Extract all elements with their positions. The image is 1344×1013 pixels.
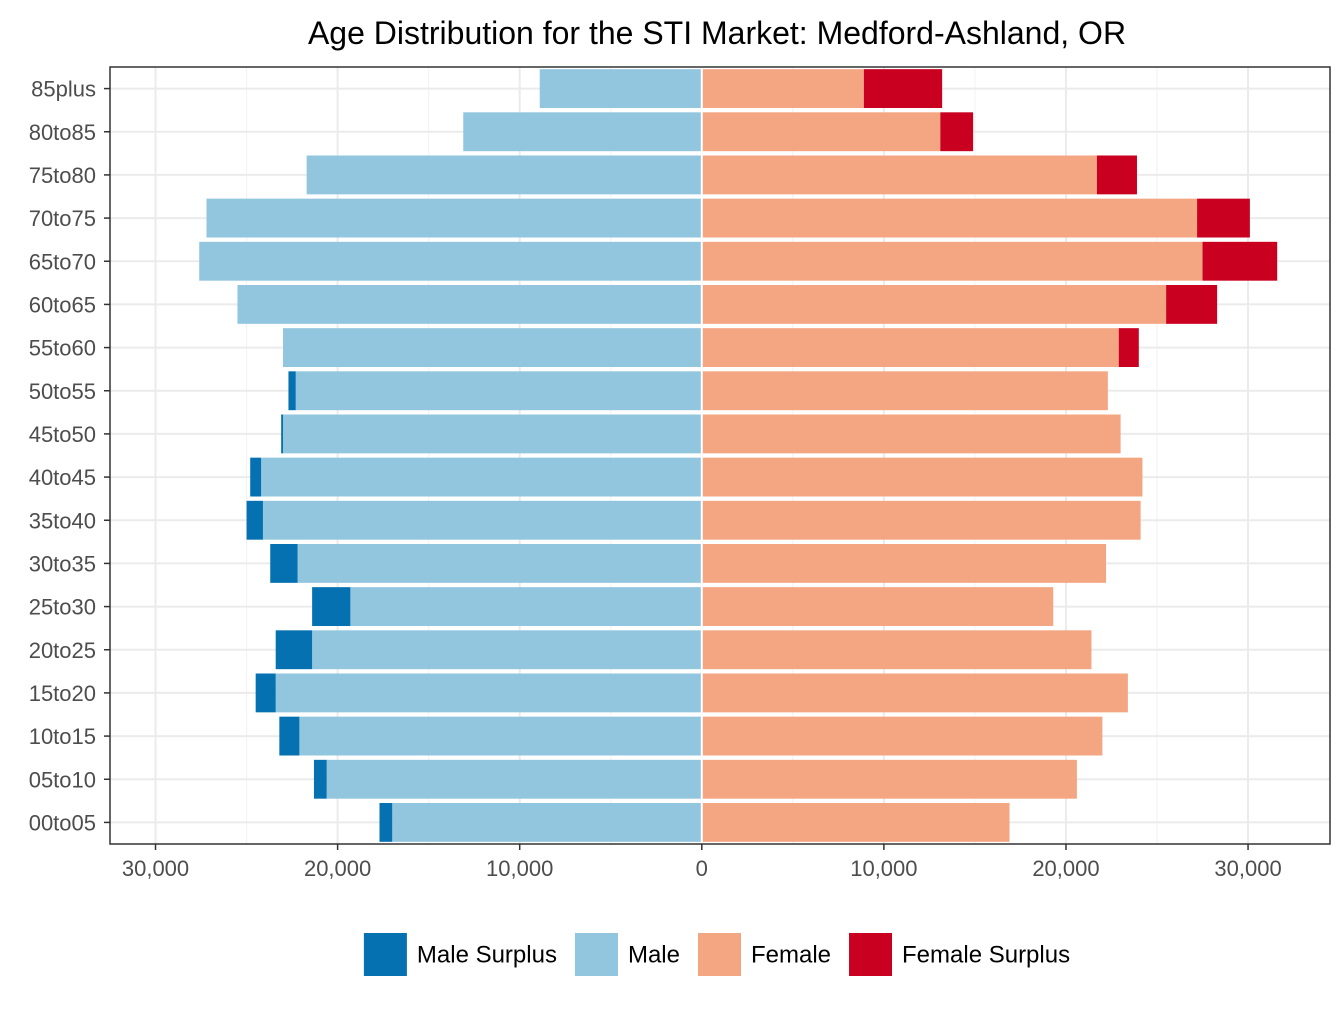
legend-label: Female Surplus bbox=[902, 942, 1070, 969]
bar-female-70to75 bbox=[701, 198, 1198, 238]
bar-female-45to50 bbox=[701, 414, 1121, 454]
x-tick-label: 20,000 bbox=[1032, 856, 1099, 881]
bar-male-surplus-20to25 bbox=[275, 630, 313, 670]
y-tick-label: 40to45 bbox=[29, 465, 96, 490]
bar-male-05to10 bbox=[326, 759, 702, 799]
y-tick-label: 00to05 bbox=[29, 810, 96, 835]
bar-male-10to15 bbox=[299, 716, 702, 756]
y-tick-label: 55to60 bbox=[29, 336, 96, 361]
bar-female-20to25 bbox=[701, 630, 1092, 670]
bar-male-surplus-10to15 bbox=[279, 716, 300, 756]
bar-male-55to60 bbox=[282, 328, 702, 368]
bar-female-surplus-70to75 bbox=[1197, 198, 1250, 238]
y-tick-label: 15to20 bbox=[29, 681, 96, 706]
bar-male-75to80 bbox=[306, 155, 702, 195]
bars bbox=[199, 67, 1278, 844]
y-tick-label: 35to40 bbox=[29, 508, 96, 533]
y-tick-label: 75to80 bbox=[29, 163, 96, 188]
x-tick-label: 10,000 bbox=[850, 856, 917, 881]
bar-male-surplus-50to55 bbox=[288, 371, 296, 411]
bar-male-45to50 bbox=[282, 414, 702, 454]
bar-male-60to65 bbox=[237, 284, 702, 324]
bar-female-30to35 bbox=[701, 543, 1107, 583]
y-tick-label: 60to65 bbox=[29, 292, 96, 317]
bar-female-15to20 bbox=[701, 673, 1128, 713]
bar-male-15to20 bbox=[275, 673, 702, 713]
bar-female-55to60 bbox=[701, 328, 1119, 368]
bar-female-40to45 bbox=[701, 457, 1143, 497]
legend-label: Male Surplus bbox=[417, 942, 557, 969]
bar-male-80to85 bbox=[463, 112, 702, 152]
bar-male-30to35 bbox=[297, 543, 702, 583]
y-tick-label: 05to10 bbox=[29, 767, 96, 792]
axes: 00to05 05to10 10to15 15to20 20to25 25to30 30to… bbox=[29, 77, 1282, 881]
y-tick-label: 65to70 bbox=[29, 249, 96, 274]
y-tick-label: 10to15 bbox=[29, 724, 96, 749]
bar-female-10to15 bbox=[701, 716, 1103, 756]
legend-swatch bbox=[574, 933, 618, 976]
bar-male-70to75 bbox=[206, 198, 702, 238]
legend-label: Female bbox=[751, 942, 831, 969]
y-tick-label: 25to30 bbox=[29, 595, 96, 620]
plot-border bbox=[109, 66, 1331, 845]
bar-female-surplus-85plus bbox=[863, 69, 943, 109]
x-tick-label: 30,000 bbox=[1214, 856, 1281, 881]
bar-female-75to80 bbox=[701, 155, 1097, 195]
bar-male-50to55 bbox=[295, 371, 702, 411]
bar-male-surplus-45to50 bbox=[281, 414, 283, 454]
bar-female-35to40 bbox=[701, 500, 1141, 540]
legend-item: Male bbox=[574, 933, 680, 976]
bar-female-00to05 bbox=[701, 802, 1010, 842]
x-tick-label: 10,000 bbox=[486, 856, 553, 881]
bar-male-surplus-25to30 bbox=[312, 587, 351, 627]
x-tick-label: 0 bbox=[696, 856, 708, 881]
bar-male-surplus-40to45 bbox=[250, 457, 262, 497]
x-tick-label: 30,000 bbox=[122, 856, 189, 881]
bar-male-25to30 bbox=[350, 587, 702, 627]
legend-swatch bbox=[697, 933, 741, 976]
y-tick-label: 45to50 bbox=[29, 422, 96, 447]
bar-female-surplus-60to65 bbox=[1166, 284, 1218, 324]
bar-female-60to65 bbox=[701, 284, 1167, 324]
y-tick-label: 20to25 bbox=[29, 638, 96, 663]
bar-female-65to70 bbox=[701, 241, 1203, 281]
legend-label: Male bbox=[628, 942, 680, 969]
bar-female-80to85 bbox=[701, 112, 941, 152]
bar-female-85plus bbox=[701, 69, 864, 109]
bar-male-35to40 bbox=[262, 500, 702, 540]
bar-female-05to10 bbox=[701, 759, 1077, 799]
legend-swatch bbox=[363, 933, 407, 976]
x-tick-label: 20,000 bbox=[304, 856, 371, 881]
bar-male-surplus-30to35 bbox=[270, 543, 298, 583]
legend-swatch bbox=[849, 933, 893, 976]
y-tick-label: 80to85 bbox=[29, 120, 96, 145]
bar-male-surplus-00to05 bbox=[379, 802, 393, 842]
bar-male-surplus-35to40 bbox=[246, 500, 263, 540]
bar-male-00to05 bbox=[392, 802, 702, 842]
bar-female-surplus-65to70 bbox=[1202, 241, 1278, 281]
bar-male-85plus bbox=[539, 69, 702, 109]
bar-female-50to55 bbox=[701, 371, 1108, 411]
bar-male-40to45 bbox=[261, 457, 702, 497]
bar-male-surplus-05to10 bbox=[313, 759, 327, 799]
bar-female-surplus-75to80 bbox=[1096, 155, 1137, 195]
chart-title: Age Distribution for the STI Market: Med… bbox=[308, 15, 1126, 51]
bar-female-25to30 bbox=[701, 587, 1054, 627]
bar-male-65to70 bbox=[199, 241, 702, 281]
bar-male-20to25 bbox=[312, 630, 702, 670]
legend-item: Female bbox=[697, 933, 831, 976]
bar-male-surplus-15to20 bbox=[255, 673, 276, 713]
legend: Male Surplus Male Female Female Surplus bbox=[363, 933, 1070, 976]
legend-item: Male Surplus bbox=[363, 933, 557, 976]
legend-item: Female Surplus bbox=[849, 933, 1070, 976]
y-tick-label: 30to35 bbox=[29, 551, 96, 576]
y-tick-label: 85plus bbox=[31, 77, 96, 102]
y-tick-label: 70to75 bbox=[29, 206, 96, 231]
bar-female-surplus-80to85 bbox=[940, 112, 974, 152]
y-tick-label: 50to55 bbox=[29, 379, 96, 404]
bar-female-surplus-55to60 bbox=[1118, 328, 1139, 368]
